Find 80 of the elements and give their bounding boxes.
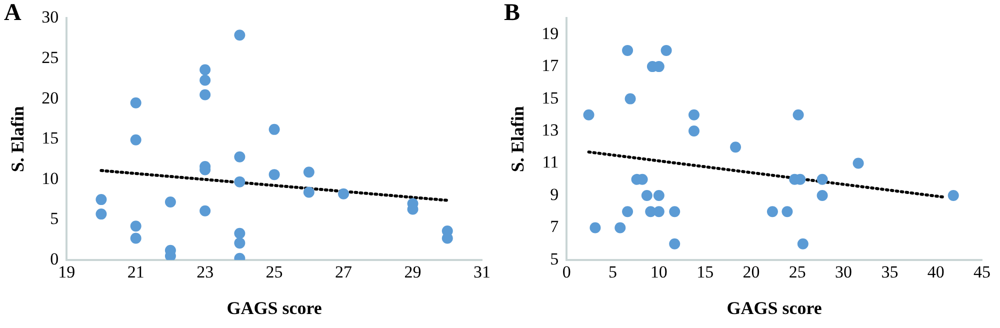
point	[688, 109, 700, 120]
point	[797, 238, 808, 250]
point	[96, 194, 107, 206]
y-tick-label: 11	[542, 152, 559, 172]
point	[234, 238, 246, 249]
point	[688, 126, 700, 137]
point	[130, 220, 142, 232]
x-tick-label: 23	[196, 262, 214, 282]
y-tick-label: 9	[550, 184, 559, 204]
y-tick-label: 19	[542, 24, 559, 43]
point	[338, 188, 350, 200]
x-tick-label: 40	[927, 262, 944, 282]
point	[669, 238, 680, 250]
y-tick-label: 7	[550, 217, 560, 236]
point	[234, 176, 246, 188]
point	[782, 206, 793, 218]
y-tick-label: 20	[42, 88, 59, 108]
y-axis-title: S. Elafin	[7, 106, 28, 172]
point	[653, 206, 664, 218]
point	[200, 205, 211, 216]
y-tick-label: 10	[42, 168, 59, 188]
y-tick-label: 25	[42, 48, 59, 67]
chart-title: A	[4, 0, 22, 26]
x-tick-label: 20	[742, 262, 760, 282]
point	[130, 232, 142, 244]
x-tick-label: 25	[788, 262, 806, 282]
chart-title: B	[504, 0, 520, 26]
y-tick-label: 5	[550, 249, 559, 268]
point	[130, 134, 142, 146]
x-tick-label: 5	[608, 262, 618, 282]
point	[660, 44, 672, 56]
point	[96, 208, 107, 220]
point	[590, 222, 601, 234]
y-tick-label: 13	[542, 120, 559, 140]
point	[268, 124, 280, 135]
point	[234, 30, 246, 41]
point	[641, 190, 652, 202]
x-tick-label: 15	[696, 262, 714, 282]
point	[268, 169, 280, 180]
y-tick-label: 5	[50, 209, 59, 228]
point	[766, 206, 778, 218]
x-tick-label: 31	[474, 262, 490, 282]
point	[614, 222, 626, 234]
y-axis-title: S. Elafin	[507, 106, 528, 172]
x-tick-label: 30	[835, 262, 852, 282]
point	[303, 186, 314, 198]
point	[622, 206, 634, 218]
point	[792, 109, 804, 120]
point	[730, 142, 742, 153]
x-tick-label: 27	[335, 262, 353, 282]
point	[852, 158, 864, 169]
x-tick-label: 45	[974, 262, 990, 282]
x-tick-label: 35	[881, 262, 898, 282]
x-axis-title: GAGS score	[226, 298, 322, 318]
x-axis-title: GAGS score	[726, 298, 822, 318]
y-tick-label: 30	[42, 8, 59, 27]
point	[948, 190, 959, 202]
point	[164, 196, 176, 208]
y-tick-label: 17	[542, 56, 560, 76]
point	[200, 64, 211, 76]
point	[624, 93, 636, 104]
point	[130, 97, 142, 108]
y-tick-label: 15	[542, 88, 559, 108]
point	[816, 174, 828, 185]
x-tick-label: 10	[650, 262, 668, 282]
point	[234, 151, 246, 162]
y-tick-label: 15	[42, 128, 59, 148]
point	[200, 74, 211, 86]
point	[234, 228, 246, 239]
x-tick-label: 21	[127, 262, 144, 282]
point	[653, 190, 664, 202]
point	[303, 166, 314, 178]
point	[622, 44, 634, 56]
point	[200, 89, 211, 100]
point	[669, 206, 680, 218]
point	[816, 190, 828, 202]
y-tick-label: 0	[50, 249, 59, 268]
x-tick-label: 25	[266, 262, 283, 282]
x-tick-label: 29	[404, 262, 422, 282]
point	[583, 109, 594, 120]
